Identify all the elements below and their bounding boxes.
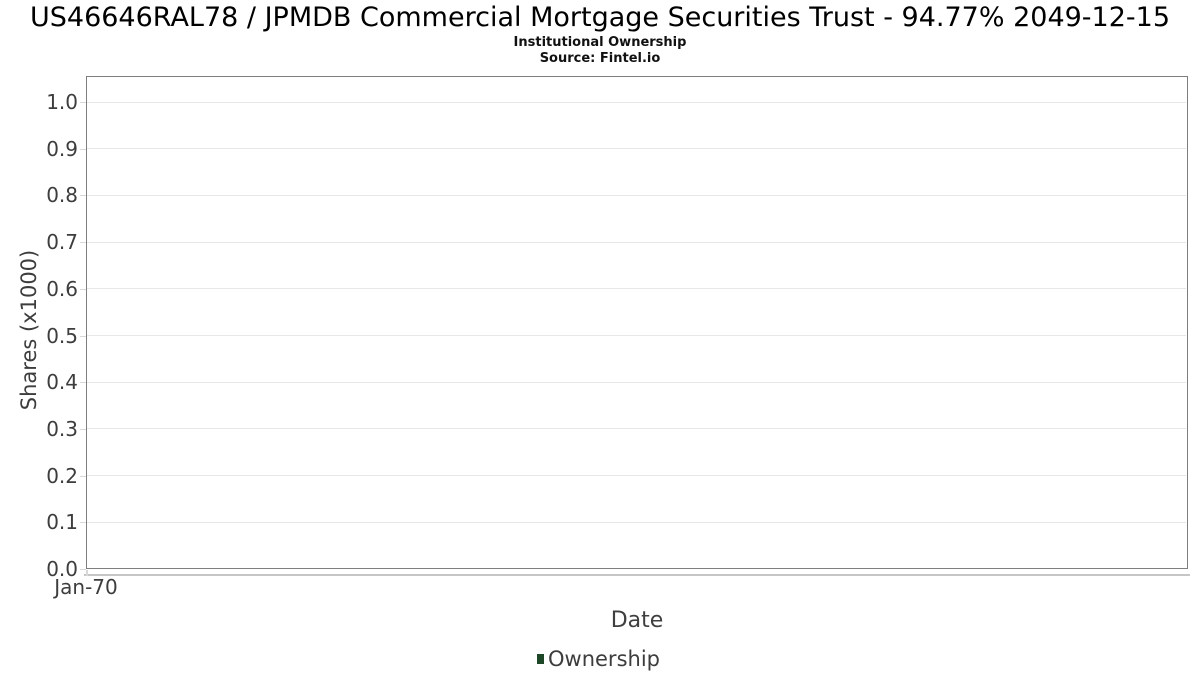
x-axis-title: Date bbox=[610, 608, 664, 633]
y-axis-tick-mark bbox=[80, 288, 86, 290]
x-axis-tick-mark bbox=[86, 570, 88, 576]
chart-source-credit: Source: Fintel.io bbox=[539, 51, 661, 66]
y-axis-tick-label: 0.0 bbox=[46, 557, 78, 581]
y-axis-tick-mark bbox=[80, 195, 86, 197]
gridline bbox=[87, 335, 1186, 336]
y-axis-tick-label: 0.9 bbox=[46, 136, 78, 161]
y-axis-title: Shares (x1000) bbox=[17, 249, 41, 411]
plot-area bbox=[86, 76, 1188, 569]
y-axis-tick-label: 0.8 bbox=[46, 183, 78, 208]
legend-item-ownership[interactable]: Ownership bbox=[537, 645, 660, 673]
chart-title: US46646RAL78 / JPMDB Commercial Mortgage… bbox=[29, 2, 1170, 33]
y-axis-tick-mark bbox=[80, 102, 86, 103]
legend-series-label: Ownership bbox=[548, 647, 660, 671]
x-axis-line bbox=[84, 574, 1190, 576]
y-axis-tick-mark bbox=[80, 148, 86, 150]
y-axis-tick-label: 0.4 bbox=[46, 370, 78, 395]
gridline bbox=[87, 241, 1186, 243]
gridline bbox=[87, 428, 1186, 430]
gridline bbox=[87, 521, 1186, 523]
legend: Ownership bbox=[0, 645, 1200, 673]
gridline bbox=[87, 148, 1186, 150]
gridline bbox=[87, 381, 1186, 383]
y-axis-tick-mark bbox=[80, 382, 86, 384]
y-axis-tick-label: 0.5 bbox=[46, 323, 78, 348]
y-axis-tick-label: 0.1 bbox=[46, 510, 78, 535]
y-axis-tick-mark bbox=[80, 522, 86, 524]
legend-series-marker-icon bbox=[537, 654, 544, 664]
gridline bbox=[87, 475, 1186, 477]
y-axis-tick-mark bbox=[80, 475, 86, 477]
y-axis-tick-mark bbox=[80, 569, 86, 570]
y-axis-tick-label: 0.6 bbox=[46, 276, 78, 301]
y-axis-tick-mark bbox=[80, 335, 86, 337]
y-axis-tick-mark bbox=[80, 428, 86, 430]
chart-subtitle: Institutional Ownership bbox=[513, 35, 687, 50]
x-axis-tick-label: Jan-70 bbox=[54, 575, 118, 599]
gridline bbox=[87, 101, 1186, 103]
y-axis-tick-label: 0.3 bbox=[46, 416, 78, 441]
y-axis-tick-label: 0.2 bbox=[46, 463, 78, 488]
gridline bbox=[87, 288, 1186, 290]
y-axis-tick-mark bbox=[80, 242, 86, 244]
gridline bbox=[87, 194, 1186, 196]
y-axis-tick-label: 0.7 bbox=[46, 230, 78, 255]
y-axis-tick-label: 1.0 bbox=[46, 90, 78, 114]
